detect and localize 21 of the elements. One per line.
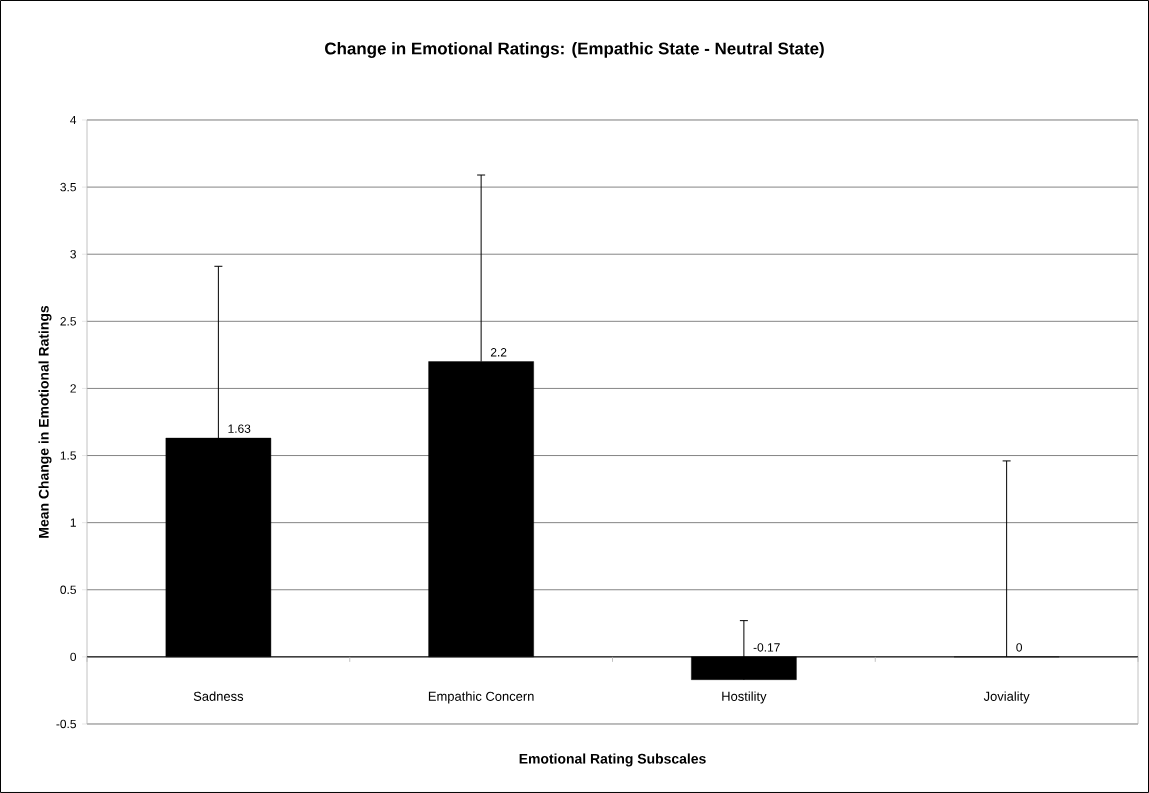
x-tick-label: Sadness [193,691,244,701]
x-tick-label: Joviality [983,691,1030,704]
data-label: 0 [1016,643,1023,652]
y-tick-label: -0.5 [56,719,76,729]
y-tick-label: 1 [70,518,76,527]
x-axis-title: Emotional Rating Subscales [519,753,706,767]
chart-title: Change in Emotional Ratings: (Empathic State - Neutral State) [325,42,824,58]
y-tick-label: 4 [70,115,77,125]
y-tick-label: 3.5 [60,182,76,192]
y-tick-label: 2 [70,384,76,393]
x-tick-label: Empathic Concern [428,691,534,704]
x-tick-label: Hostility [722,691,767,704]
data-label: 1.63 [228,424,251,433]
y-tick-label: 3 [70,249,76,259]
y-tick-label: 0 [70,652,77,662]
y-axis-title: Mean Change in Emotional Ratings [38,305,52,538]
y-tick-label: 1.5 [60,451,76,460]
y-tick-label: 0.5 [60,585,76,594]
data-label: -0.17 [753,643,780,652]
y-tick-label: 2.5 [60,317,76,326]
data-label: 2.2 [490,348,507,357]
